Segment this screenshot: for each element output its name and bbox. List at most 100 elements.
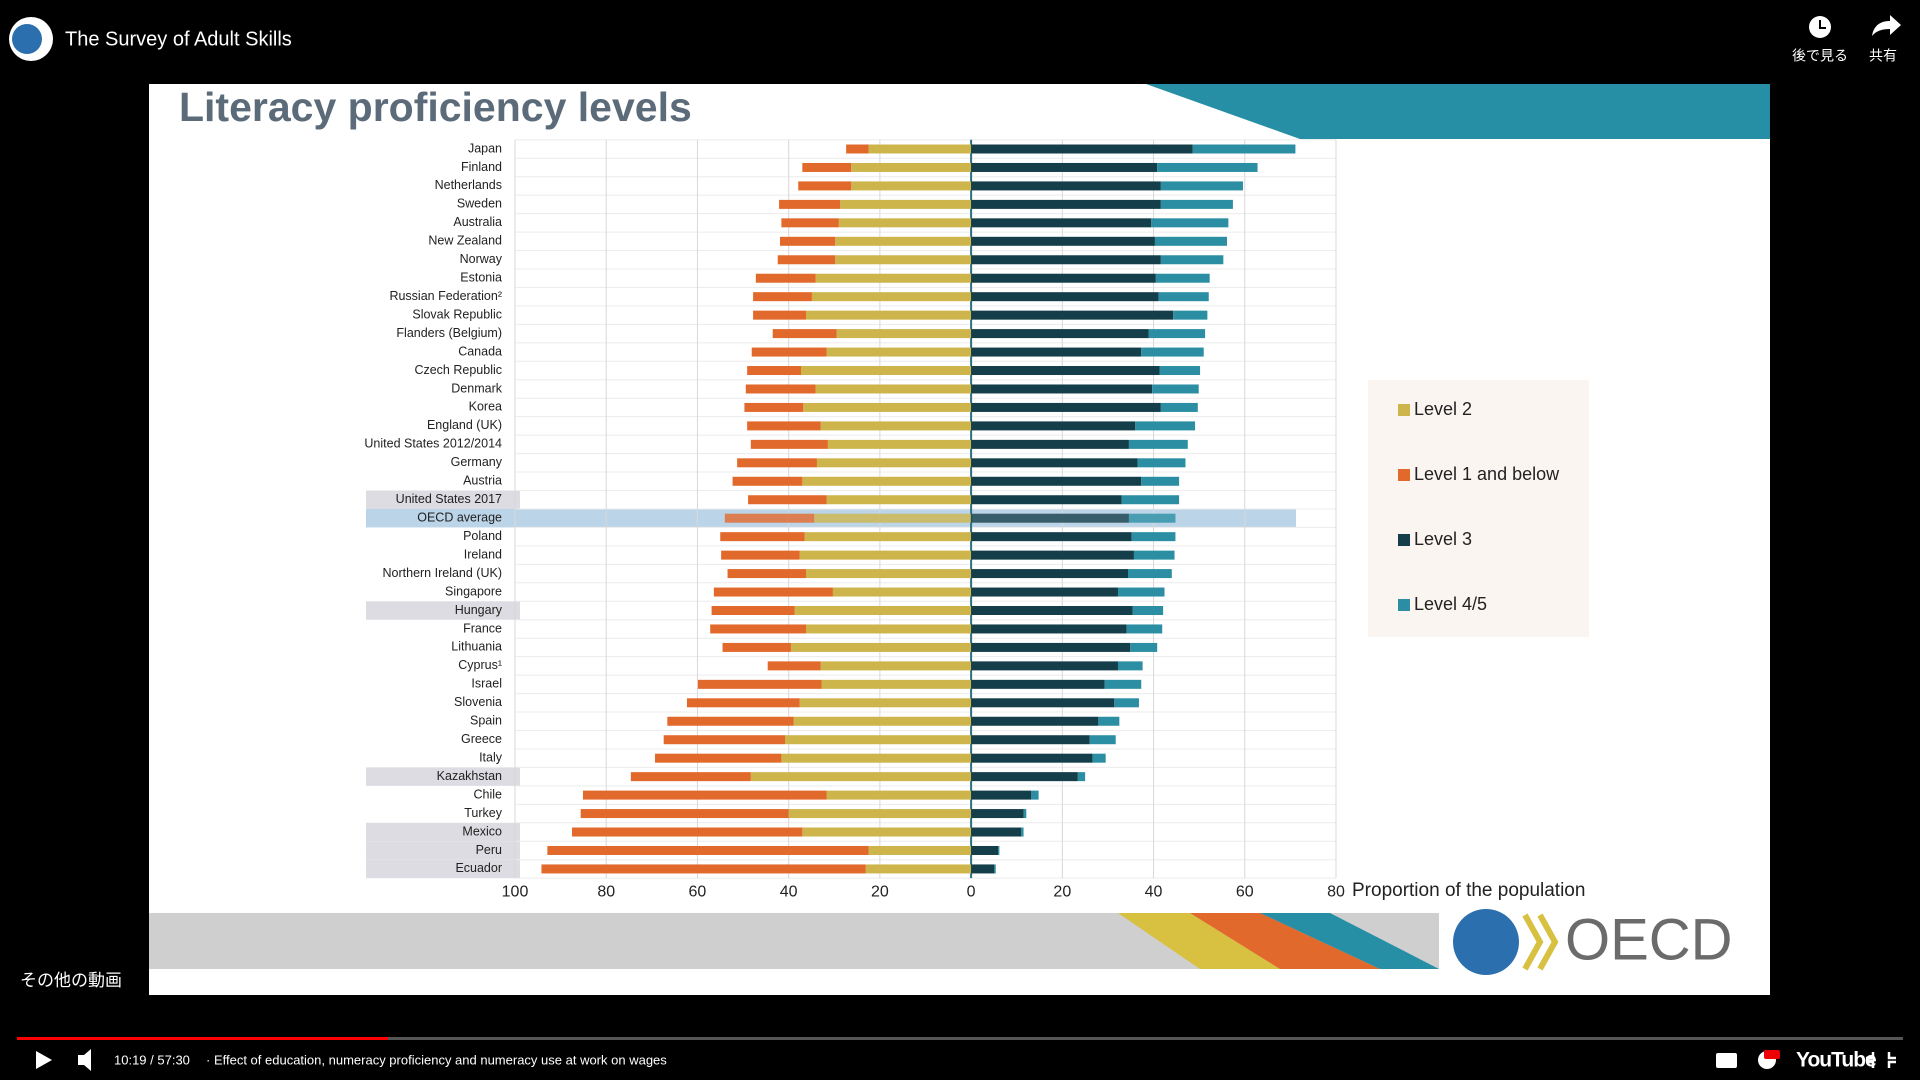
x-tick-label: 40 (1145, 883, 1163, 900)
bar-segment (781, 218, 839, 228)
bar-segment (971, 679, 1105, 689)
category-label: United States 2017 (396, 492, 502, 506)
share-label[interactable]: 共有 (1869, 48, 1897, 64)
category-label: Canada (458, 344, 502, 358)
bar-segment (1089, 735, 1116, 745)
bar-segment (1137, 458, 1186, 468)
category-label: Norway (460, 252, 503, 266)
bar-segment (1031, 790, 1039, 800)
bar-segment (971, 292, 1159, 302)
bar-segment (785, 735, 972, 745)
bar-segment (800, 366, 972, 376)
bar-segment (580, 809, 789, 819)
category-label: Slovenia (454, 695, 502, 709)
category-label: Sweden (457, 197, 502, 211)
exit-fullscreen-button[interactable] (1866, 1052, 1896, 1068)
category-label: Singapore (445, 584, 502, 598)
category-label: Greece (461, 732, 502, 746)
bar-segment (971, 255, 1161, 265)
bar-segment (811, 292, 972, 302)
bar-segment (722, 642, 791, 652)
bar-segment (794, 606, 972, 615)
bar-segment (780, 236, 836, 246)
category-label: Austria (463, 474, 502, 488)
bar-segment (1128, 569, 1172, 579)
bar-segment (821, 679, 972, 689)
bar-segment (971, 458, 1138, 468)
bar-segment (799, 698, 972, 708)
slide-banner (1146, 84, 1770, 139)
bar-segment (737, 458, 817, 468)
bar-segment (753, 310, 806, 320)
bar-segment (1126, 624, 1163, 634)
video-title[interactable]: The Survey of Adult Skills (65, 28, 292, 50)
bar-segment (1021, 827, 1024, 837)
legend-swatch (1398, 534, 1410, 546)
bar-segment (971, 402, 1161, 412)
legend-label: Level 3 (1414, 529, 1472, 549)
bar-segment (838, 218, 972, 228)
chapter-title[interactable]: · Effect of education, numeracy proficie… (206, 1052, 667, 1067)
footer-stripe-orange (1190, 913, 1380, 969)
volume-button[interactable] (78, 1049, 91, 1071)
footer-stripe-yellow (1118, 913, 1280, 969)
bar-segment (826, 347, 972, 357)
bar-segment (971, 753, 1093, 763)
category-label: Mexico (462, 824, 502, 838)
progress-track[interactable] (17, 1037, 1903, 1040)
bar-segment (1160, 199, 1233, 209)
bar-segment (1154, 236, 1227, 246)
bar-segment (1098, 716, 1120, 726)
bar-segment (772, 329, 837, 339)
bar-segment (1092, 753, 1106, 763)
legend-swatch (1398, 469, 1410, 481)
bar-segment (971, 329, 1149, 339)
share-icon[interactable] (1872, 15, 1901, 36)
youtube-brand[interactable]: YouTube (1796, 1049, 1877, 1072)
bar-segment (724, 513, 815, 523)
legend-label: Level 1 and below (1414, 464, 1560, 484)
label-shade (366, 841, 520, 860)
progress-played[interactable] (17, 1037, 388, 1040)
bar-segment (805, 624, 972, 634)
bar-segment (750, 772, 972, 782)
bar-segment (541, 864, 866, 874)
bar-segment (711, 606, 795, 615)
bar-segment (802, 162, 852, 172)
bar-segment (971, 864, 995, 874)
oecd-globe (1453, 909, 1519, 975)
bar-segment (971, 495, 1122, 505)
bar-segment (971, 273, 1156, 283)
category-label: Israel (471, 677, 502, 691)
bar-segment (777, 255, 836, 265)
watch-later-label[interactable]: 後で見る (1792, 48, 1848, 64)
bar-segment (971, 366, 1160, 376)
bar-segment (994, 864, 996, 874)
bar-segment (971, 827, 1022, 837)
bar-segment (971, 772, 1078, 782)
bar-segment (832, 587, 972, 597)
bar-segment (971, 606, 1133, 615)
play-button[interactable] (36, 1051, 52, 1069)
bar-segment (835, 236, 972, 246)
bar-segment (815, 273, 972, 283)
bar-segment (802, 476, 972, 486)
bar-segment (827, 439, 972, 449)
bar-segment (971, 698, 1115, 708)
bar-segment (750, 439, 828, 449)
legend-box (1368, 380, 1589, 637)
more-videos[interactable]: その他の動画 (20, 971, 122, 990)
category-label: Estonia (460, 271, 502, 285)
category-label: New Zealand (428, 234, 502, 248)
bar-segment (1077, 772, 1086, 782)
bar-segment (971, 532, 1132, 542)
oecd-chevrons (1522, 913, 1559, 971)
plot: 100 80 60 40 20 0 20 40 60 80 Proportion of the po… (364, 139, 1585, 901)
bar-segment (779, 199, 841, 209)
bar-segment (572, 827, 803, 837)
bar-segment (667, 716, 794, 726)
captions-button[interactable] (1716, 1053, 1737, 1068)
bar-segment (971, 236, 1155, 246)
label-shade (366, 859, 520, 879)
bar-segment (971, 735, 1090, 745)
